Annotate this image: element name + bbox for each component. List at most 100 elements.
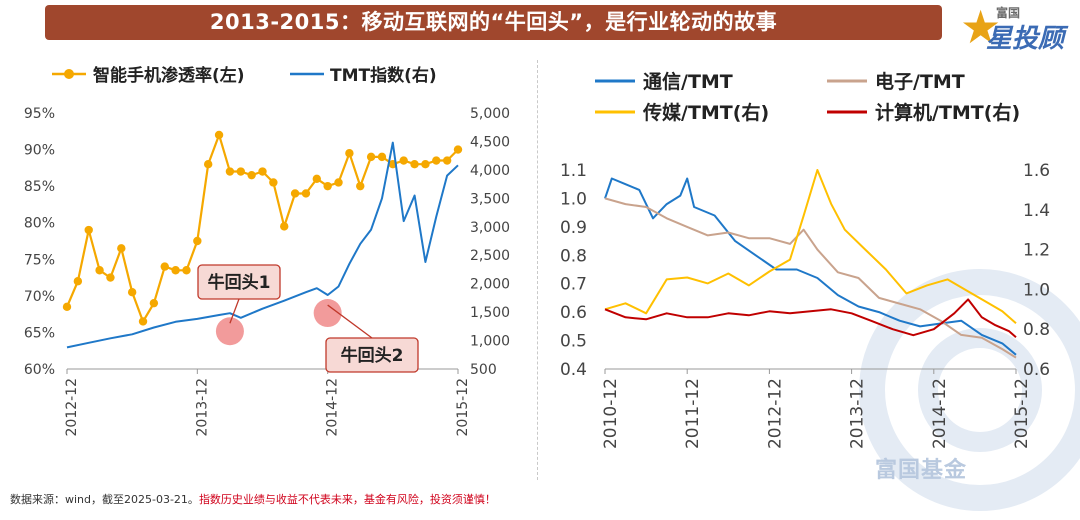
left-y-tick-label: 95%: [24, 106, 55, 122]
x-tick-label: 2015-12: [1012, 378, 1032, 449]
penetration-point: [258, 167, 267, 176]
left-y-tick-label: 1.0: [560, 189, 587, 209]
x-tick-group: 2015-12: [1012, 378, 1032, 449]
penetration-point: [236, 167, 245, 176]
x-tick-label: 2010-12: [601, 378, 621, 449]
legend-label-tmt: TMT指数(右): [330, 65, 437, 86]
x-tick-label: 2015-12: [455, 378, 471, 437]
penetration-point: [95, 266, 104, 275]
right-y-tick-label: 1.4: [1023, 201, 1050, 221]
penetration-point: [225, 167, 235, 176]
left-y-tick-label: 70%: [24, 289, 55, 305]
legend-label-computer: 计算机/TMT(右): [875, 101, 1020, 124]
brand-name-large: 星投顾: [986, 24, 1065, 54]
tmt-index-line: [66, 141, 459, 349]
highlight-bubble: [215, 317, 244, 346]
right-y-tick-label: 0.6: [1023, 360, 1050, 380]
penetration-point: [280, 222, 289, 231]
x-tick-label: 2014-12: [930, 378, 950, 449]
penetration-point: [301, 189, 311, 198]
legend-label-telecom: 通信/TMT: [643, 70, 733, 93]
left-y-tick-label: 60%: [24, 362, 55, 378]
right-y-tick-label: 4,500: [470, 134, 510, 150]
penetration-point: [149, 298, 159, 308]
callout-box: [325, 337, 419, 373]
legend-label-electronics: 电子/TMT: [875, 70, 965, 93]
penetration-point: [171, 266, 180, 275]
right-y-tick-label: 3,000: [470, 220, 510, 236]
legend-label-penetration: 智能手机渗透率(左): [93, 65, 245, 86]
star-icon: ★: [960, 0, 1002, 54]
footer-note: 数据来源：wind，截至2025-03-21。指数历史业绩与收益不代表未来，基金…: [10, 491, 496, 507]
callout-label: 牛回头2: [341, 345, 404, 366]
callout-leader: [327, 304, 373, 339]
right-chart: 通信/TMT 电子/TMT 传媒/TMT(右) 计算机/TMT(右) 1.1 1.0 0.9…: [560, 70, 1050, 449]
callout-leader: [229, 298, 240, 324]
penetration-point: [127, 288, 137, 297]
left-legend: 智能手机渗透率(左) TMT指数(右): [52, 65, 437, 86]
penetration-point: [62, 302, 72, 312]
right-y-tick-label: 4,000: [470, 163, 510, 179]
right-y-tick-label: 1.0: [1023, 280, 1050, 300]
x-tick-group: 2014-12: [930, 378, 950, 449]
brand-name-small: 富国: [996, 6, 1021, 20]
left-y-tick-label: 0.4: [560, 360, 587, 380]
right-y-tick-label: 2,500: [470, 248, 510, 264]
left-y-tick-label: 0.6: [560, 303, 587, 323]
penetration-point: [356, 181, 365, 191]
left-y-tick-label: 0.9: [560, 218, 587, 238]
penetration-point: [312, 174, 322, 184]
penetration-point: [73, 277, 83, 286]
penetration-point: [117, 244, 126, 253]
left-y-tick-label: 85%: [24, 179, 55, 195]
risk-disclaimer: 指数历史业绩与收益不代表未来，基金有风险，投资须谨慎！: [198, 493, 496, 506]
penetration-point: [269, 178, 278, 187]
x-tick-label: 2011-12: [683, 378, 703, 449]
penetration-point: [160, 262, 169, 271]
right-y-tick-label: 0.8: [1023, 320, 1050, 340]
left-y-tick-label: 1.1: [560, 161, 587, 181]
left-y-tick-label: 80%: [24, 216, 55, 232]
legend-label-media: 传媒/TMT(右): [642, 101, 769, 124]
penetration-point: [290, 189, 300, 198]
x-tick-group: 2014-12: [325, 378, 341, 437]
right-y-tick-label: 2,000: [470, 277, 510, 293]
penetration-point: [193, 236, 202, 246]
penetration-point: [345, 149, 354, 158]
penetration-point: [214, 130, 224, 140]
penetration-point: [138, 317, 148, 326]
left-chart: 智能手机渗透率(左) TMT指数(右) 95% 90% 85% 80% 75% 70% 65% 6…: [24, 65, 510, 437]
annotation-callout: 牛回头2: [313, 299, 419, 373]
x-tick-label: 2013-12: [194, 378, 210, 437]
callout-box: [197, 264, 281, 300]
penetration-point: [432, 156, 441, 165]
right-y-tick-label: 1.2: [1023, 241, 1050, 261]
watermark-text: 富国基金: [875, 458, 968, 483]
penetration-point: [106, 273, 115, 282]
series-line-electronics: [604, 197, 1017, 359]
penetration-point: [410, 160, 419, 169]
series-line-media: [604, 169, 1017, 324]
left-y-tick-label: 90%: [24, 143, 55, 159]
x-tick-group: 2013-12: [848, 378, 868, 449]
brand-logo: ★ 富国 星投顾: [960, 2, 1075, 54]
left-y-tick-label: 0.7: [560, 275, 587, 295]
penetration-point: [84, 225, 93, 235]
data-source-note: 数据来源：wind，截至2025-03-21。: [10, 493, 199, 506]
series-line-telecom: [604, 177, 1017, 356]
x-tick-group: 2012-12: [64, 378, 80, 437]
right-y-tick-label: 5,000: [470, 106, 510, 122]
x-tick-label: 2012-12: [765, 378, 785, 449]
x-tick-label: 2014-12: [325, 378, 341, 437]
x-tick-label: 2012-12: [64, 378, 80, 437]
left-y-tick-label: 0.8: [560, 246, 587, 266]
penetration-point: [323, 181, 332, 191]
right-y-tick-label: 500: [470, 362, 497, 378]
highlight-bubble: [313, 299, 342, 328]
series-line-computer: [604, 298, 1017, 338]
annotation-callout: 牛回头1: [197, 264, 281, 346]
x-tick-group: 2012-12: [765, 378, 785, 449]
x-tick-group: 2010-12: [601, 378, 621, 449]
right-y-tick-label: 3,500: [470, 191, 510, 207]
callout-label: 牛回头1: [208, 272, 271, 293]
